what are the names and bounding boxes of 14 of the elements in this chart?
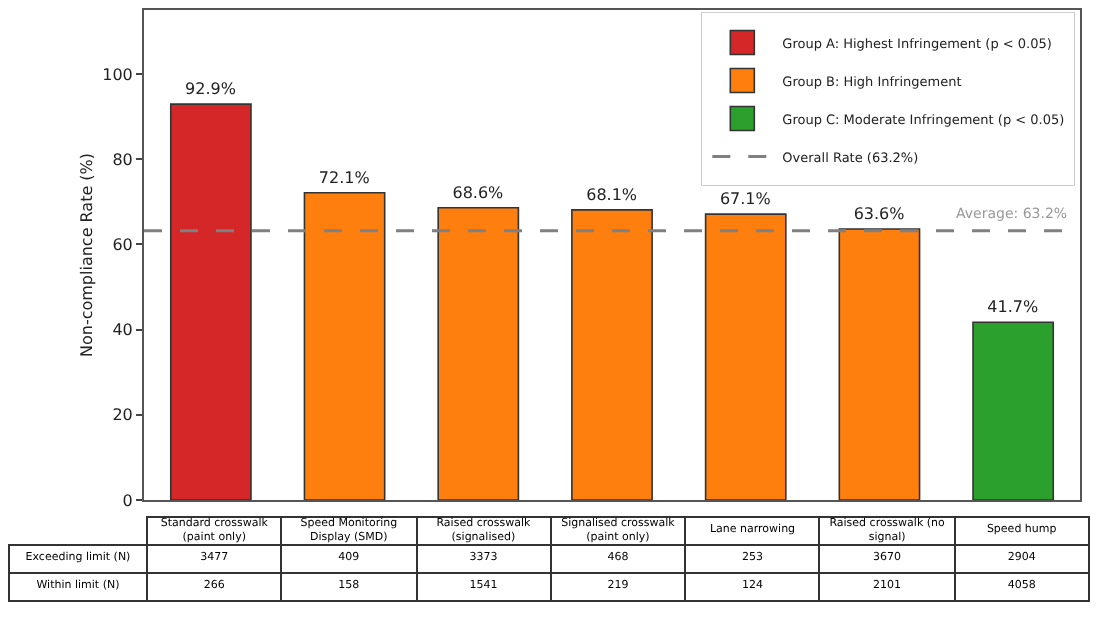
y-axis-title: Non-compliance Rate (%) (78, 152, 96, 358)
data-label: 63.6% (853, 205, 906, 223)
data-label: 92.9% (185, 80, 237, 99)
y-tick-label: 100 (102, 65, 133, 84)
data-label: 41.7% (987, 298, 1039, 317)
y-tick-label: 20 (112, 406, 133, 425)
data-label: 72.1% (318, 168, 371, 187)
y-tick-label: 60 (112, 235, 133, 254)
data-label: 68.1% (586, 185, 638, 204)
y-tick-label: 40 (112, 321, 133, 340)
data-label: 67.1% (719, 190, 772, 209)
y-tick-label: 0 (122, 491, 133, 510)
y-tick-label: 80 (112, 150, 133, 169)
data-label: 68.6% (452, 183, 505, 202)
